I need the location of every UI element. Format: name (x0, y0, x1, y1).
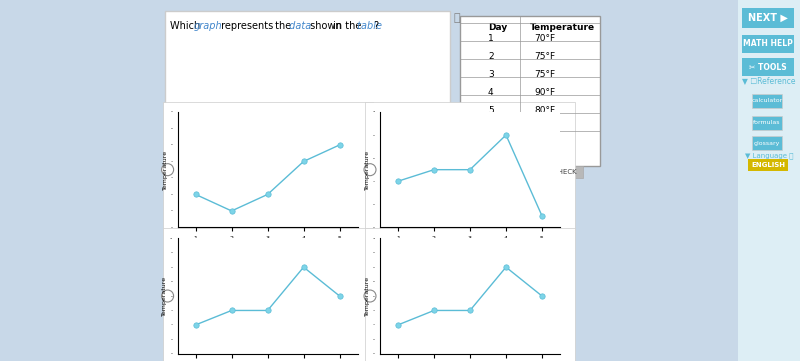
Point (298, 158, 310, 164)
Point (392, 322, 404, 328)
Bar (460, 16, 600, 166)
Point (427, 308, 440, 313)
Bar (548, 166, 583, 178)
Text: MATH HELP: MATH HELP (743, 39, 793, 48)
Point (226, 308, 238, 313)
Text: 2: 2 (488, 52, 494, 61)
Text: ✂ TOOLS: ✂ TOOLS (749, 62, 787, 71)
Text: 4: 4 (488, 88, 494, 97)
Point (334, 293, 346, 299)
Circle shape (364, 164, 376, 176)
Point (261, 308, 274, 313)
X-axis label: Day: Day (463, 243, 477, 249)
Bar (365, 228, 575, 361)
Text: 3: 3 (488, 70, 494, 79)
Text: 75°F: 75°F (534, 52, 555, 61)
Bar (738, 0, 800, 361)
Point (427, 167, 440, 173)
Text: formulas: formulas (754, 121, 781, 126)
Text: 70°F: 70°F (534, 34, 555, 43)
Y-axis label: Temperature: Temperature (365, 149, 370, 190)
Text: calculator: calculator (751, 99, 782, 104)
Text: ▼ ☐Reference: ▼ ☐Reference (742, 77, 796, 86)
Text: shown: shown (307, 21, 342, 31)
Y-axis label: Temperature: Temperature (162, 276, 167, 316)
Bar (510, 166, 545, 178)
Point (298, 264, 310, 270)
Text: glossary: glossary (754, 140, 780, 145)
Circle shape (364, 290, 376, 302)
Text: NEXT ▶: NEXT ▶ (748, 13, 788, 23)
Point (334, 142, 346, 148)
Bar (365, 102, 575, 235)
Point (536, 293, 549, 299)
Text: Day: Day (488, 23, 507, 32)
Text: table: table (354, 21, 382, 31)
Text: graph: graph (194, 21, 222, 31)
Point (464, 167, 477, 173)
Text: represents: represents (218, 21, 274, 31)
Bar (752, 94, 782, 108)
Bar (165, 11, 450, 166)
Circle shape (162, 164, 174, 176)
Bar (738, 81, 800, 161)
Bar (752, 136, 782, 150)
Bar (748, 159, 788, 171)
Text: 🔊: 🔊 (453, 13, 460, 23)
Y-axis label: Temperature: Temperature (163, 149, 168, 190)
Y-axis label: Temperature: Temperature (365, 276, 370, 316)
Text: ▼ Language ⓘ: ▼ Language ⓘ (745, 153, 794, 159)
Point (499, 132, 513, 138)
Point (226, 208, 238, 214)
Point (499, 264, 513, 270)
X-axis label: Day: Day (261, 243, 274, 249)
Text: data: data (286, 21, 311, 31)
Bar (742, 8, 794, 28)
Point (536, 213, 549, 219)
Text: ENGLISH: ENGLISH (751, 162, 785, 168)
Text: CHECK: CHECK (553, 169, 577, 175)
Bar (742, 58, 794, 76)
Text: 90°F: 90°F (534, 88, 555, 97)
Bar (742, 35, 794, 53)
Point (392, 178, 404, 184)
Text: 5: 5 (488, 106, 494, 115)
Text: the: the (272, 21, 291, 31)
Text: CLEAR: CLEAR (516, 169, 538, 175)
Point (464, 308, 477, 313)
Text: Temperature: Temperature (530, 23, 595, 32)
Text: Which: Which (170, 21, 203, 31)
Circle shape (162, 290, 174, 302)
Point (189, 192, 202, 197)
Bar (162, 102, 373, 235)
Point (189, 322, 202, 328)
Text: ?: ? (373, 21, 378, 31)
Text: 1: 1 (488, 34, 494, 43)
Text: 80°F: 80°F (534, 106, 555, 115)
Bar (752, 116, 782, 130)
Text: in the: in the (330, 21, 362, 31)
Text: 75°F: 75°F (534, 70, 555, 79)
Point (261, 192, 274, 197)
Bar (162, 228, 373, 361)
